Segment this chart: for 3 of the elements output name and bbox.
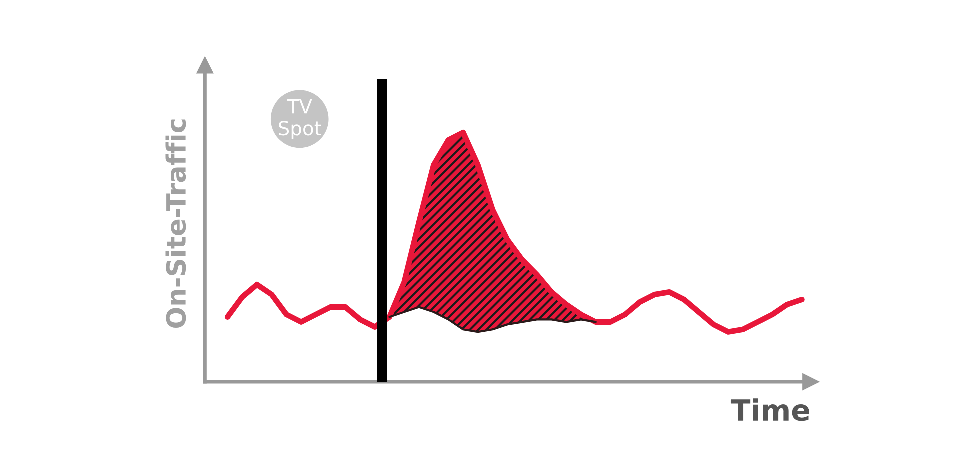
annotation: TV Spot	[279, 100, 322, 140]
x-axis-title: Time	[730, 398, 810, 422]
y-axis-title: On-Site-Traffic	[166, 120, 186, 328]
